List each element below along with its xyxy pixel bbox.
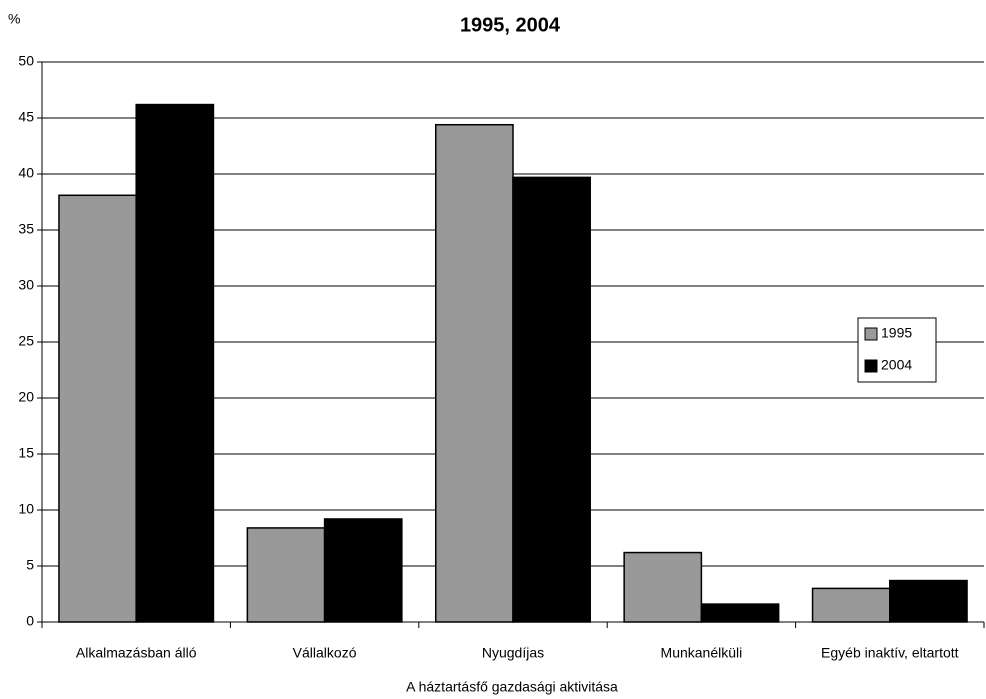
y-tick-label: 40 xyxy=(18,165,34,181)
bar xyxy=(435,123,514,623)
x-axis-label: A háztartásfő gazdasági aktivitása xyxy=(406,679,618,695)
legend-swatch xyxy=(864,359,878,373)
bar xyxy=(623,551,703,623)
y-tick-label: 20 xyxy=(18,389,34,405)
bar xyxy=(811,587,891,623)
bar xyxy=(135,103,215,623)
y-tick-label: 0 xyxy=(26,613,34,629)
y-tick-label: 35 xyxy=(18,221,34,237)
y-tick-label: 10 xyxy=(18,501,34,517)
bar xyxy=(246,527,326,623)
y-tick-label: 5 xyxy=(26,557,34,573)
bar xyxy=(512,176,591,623)
x-tick-label: Egyéb inaktív, eltartott xyxy=(821,645,959,661)
chart-title: 1995, 2004 xyxy=(460,14,561,36)
bar xyxy=(889,579,968,623)
y-tick-label: 45 xyxy=(18,109,34,125)
x-tick-label: Nyugdíjas xyxy=(482,645,544,661)
bar xyxy=(323,518,403,623)
y-tick-label: 30 xyxy=(18,277,34,293)
x-tick-label: Munkanélküli xyxy=(661,645,743,661)
bar xyxy=(58,194,137,623)
x-tick-label: Vállalkozó xyxy=(293,645,357,661)
y-tick-label: 15 xyxy=(18,445,34,461)
bar xyxy=(700,603,780,623)
legend-label: 2004 xyxy=(881,357,912,373)
x-tick-label: Alkalmazásban álló xyxy=(76,645,197,661)
y-axis-label: % xyxy=(8,11,20,27)
legend-label: 1995 xyxy=(881,325,912,341)
y-tick-label: 25 xyxy=(18,333,34,349)
legend-swatch xyxy=(864,327,878,341)
y-tick-label: 50 xyxy=(18,53,34,69)
